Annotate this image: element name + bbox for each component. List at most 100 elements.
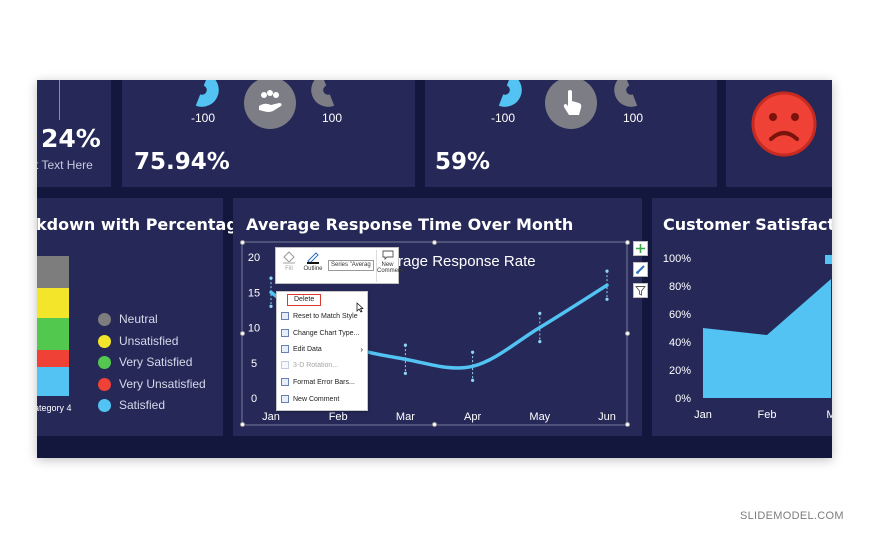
edit-data-icon	[281, 345, 289, 353]
kpi-card-2: -100 100 75.94%	[122, 80, 415, 187]
selection-handle[interactable]	[240, 331, 245, 336]
gauge-min-label: -100	[491, 111, 516, 125]
legend-item-very-unsatisfied: Very Unsatisfied	[98, 377, 206, 391]
y-tick-label: 60%	[669, 309, 691, 321]
series-select-value: Series "Averag	[331, 262, 371, 268]
kpi-caption-1: t Text Here	[37, 158, 93, 172]
filter-icon	[635, 286, 646, 296]
bar-segment-unsatisfied	[37, 288, 69, 318]
watermark: SLIDEMODEL.COM	[740, 510, 844, 522]
legend-label: Very Satisfied	[119, 355, 193, 369]
kpi-card-1: 24% t Text Here	[37, 80, 111, 187]
chart-filters-button[interactable]	[633, 283, 648, 298]
satisfaction-area-chart: 0% 20% 40% 60% 80% 100% Jan Feb M	[663, 253, 832, 421]
response-time-title: Average Response Time Over Month	[246, 215, 574, 234]
mouse-cursor-icon	[356, 302, 364, 313]
legend-swatch	[825, 255, 832, 264]
format-mini-toolbar: Fill Outline Series "Averag New Comment	[275, 247, 404, 284]
selection-handle[interactable]	[240, 240, 245, 245]
outline-label: Outline	[303, 266, 323, 272]
selection-handle[interactable]	[625, 422, 630, 427]
selection-handle[interactable]	[432, 240, 437, 245]
plus-icon	[636, 244, 645, 253]
gauge-max-label: 100	[623, 111, 644, 125]
y-axis-ticks: 0% 20% 40% 60% 80% 100%	[663, 253, 691, 405]
paint-bucket-icon	[283, 251, 295, 264]
hands-people-icon	[244, 80, 296, 129]
pen-outline-icon	[307, 252, 319, 264]
menu-label: Reset to Match Style	[293, 312, 358, 320]
legend-item-neutral: Neutral	[98, 312, 158, 326]
chart-type-icon	[281, 329, 289, 337]
gauge-arc	[195, 80, 335, 107]
legend-swatch	[98, 377, 111, 391]
legend-swatch	[98, 312, 111, 326]
legend-item-satisfied: Satisfied	[98, 398, 165, 412]
x-tick-label: M	[826, 409, 832, 421]
menu-item-change-chart-type[interactable]: Change Chart Type...	[281, 327, 365, 339]
brush-icon	[636, 265, 645, 274]
stacked-bar	[37, 256, 69, 396]
pointer-hand-icon	[545, 80, 597, 129]
menu-item-reset[interactable]: Reset to Match Style	[281, 310, 365, 322]
gauge-max-label: 100	[322, 111, 343, 125]
legend-label: Very Unsatisfied	[119, 377, 206, 391]
new-comment-label-1: New	[381, 262, 394, 268]
bar-segment-neutral	[37, 256, 69, 288]
menu-label: Format Error Bars...	[293, 378, 355, 386]
kpi-value-2: 75.94%	[134, 149, 230, 175]
legend-label: Satisfied	[119, 398, 166, 412]
menu-item-edit-data[interactable]: Edit Data ›	[281, 343, 365, 355]
chart-styles-button[interactable]	[633, 262, 648, 277]
new-comment-label-2: Comment	[377, 268, 404, 274]
legend-swatch	[98, 398, 111, 412]
menu-item-delete[interactable]: Delete	[281, 294, 365, 306]
legend-swatch	[98, 355, 111, 369]
legend-swatch	[98, 334, 111, 348]
menu-item-new-comment[interactable]: New Comment	[281, 393, 365, 405]
dashboard-slide: 24% t Text Here -100 100 75.94% -100	[37, 80, 832, 458]
new-comment-button[interactable]: New Comment	[376, 250, 404, 282]
outline-button[interactable]: Outline	[302, 251, 324, 281]
bar-segment-satisfied	[37, 367, 69, 396]
series-select[interactable]: Series "Averag	[328, 260, 374, 271]
menu-item-3d-rotation: 3-D Rotation...	[281, 359, 365, 371]
gauge-divider	[59, 80, 60, 120]
y-tick-label: 40%	[669, 337, 691, 349]
menu-label: Delete	[294, 296, 315, 303]
legend-item-very-satisfied: Very Satisfied	[98, 355, 192, 369]
comment-icon	[382, 250, 393, 261]
selection-handle[interactable]	[625, 331, 630, 336]
selection-handle[interactable]	[432, 422, 437, 427]
fill-button[interactable]: Fill	[280, 251, 298, 281]
breakdown-title: kdown with Percentage	[37, 215, 249, 234]
chart-elements-button[interactable]	[633, 241, 648, 256]
context-menu: Delete Reset to Match Style Change Chart…	[276, 291, 368, 411]
y-tick-label: 20%	[669, 365, 691, 377]
selection-handle[interactable]	[625, 240, 630, 245]
bar-segment-very-satisfied	[37, 318, 69, 350]
delete-highlight: Delete	[287, 294, 322, 306]
menu-label: Edit Data	[293, 345, 322, 353]
breakdown-card: kdown with Percentage ategory 4 Neutral …	[37, 198, 249, 436]
gauge-min-label: -100	[191, 111, 216, 125]
sad-face-icon	[751, 91, 817, 157]
menu-label: New Comment	[293, 395, 340, 403]
bar-segment-very-unsatisfied	[37, 350, 69, 367]
satisfaction-title: Customer Satisfaction	[663, 215, 832, 234]
legend-item-unsatisfied: Unsatisfied	[98, 334, 178, 348]
selection-handle[interactable]	[240, 422, 245, 427]
menu-item-format-error-bars[interactable]: Format Error Bars...	[281, 376, 365, 388]
kpi-value-1: 24%	[41, 124, 101, 153]
rotation-icon	[281, 361, 289, 369]
x-axis-ticks: Jan Feb M	[694, 409, 832, 421]
satisfaction-area	[703, 279, 831, 398]
kpi-card-4	[726, 80, 832, 187]
kpi-card-3: -100 100 59%	[425, 80, 717, 187]
legend-label: Neutral	[119, 312, 158, 326]
menu-label: 3-D Rotation...	[293, 361, 339, 369]
y-tick-label: 100%	[663, 253, 691, 265]
gauge-arc	[498, 80, 638, 107]
category-label: ategory 4	[37, 403, 72, 413]
y-tick-label: 80%	[669, 281, 691, 293]
